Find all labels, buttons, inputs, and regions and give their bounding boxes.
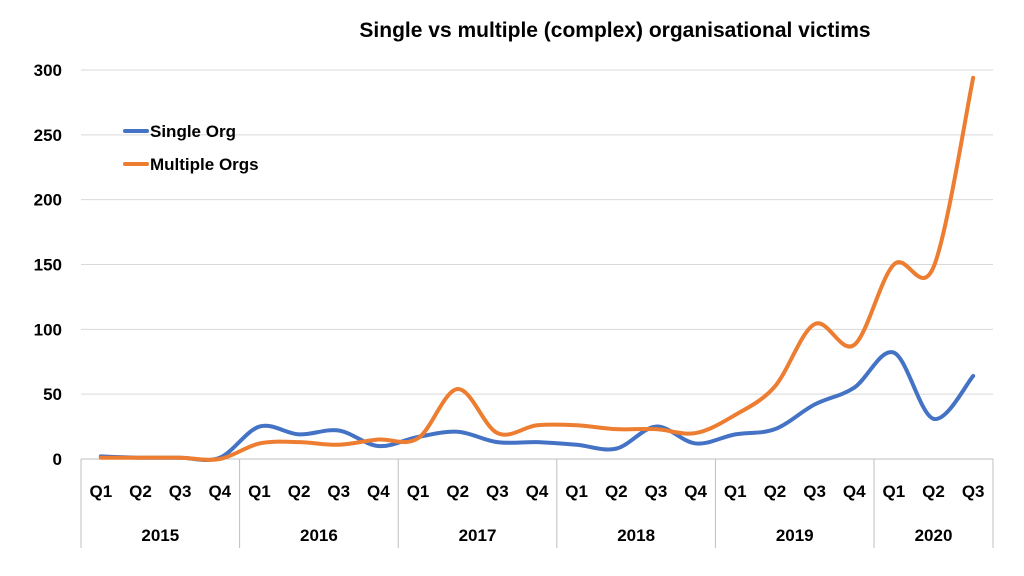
gridlines [81,69,993,460]
series-lines [98,75,976,462]
x-year-label: 2015 [141,526,179,545]
x-tick-label: Q1 [89,482,112,501]
x-tick-label: Q3 [169,482,192,501]
x-tick-label: Q4 [843,482,866,501]
x-tick-label: Q2 [288,482,311,501]
y-tick-label: 100 [34,320,62,339]
x-year-label: 2018 [617,526,655,545]
y-tick-label: 150 [34,256,62,275]
x-tick-label: Q3 [803,482,826,501]
x-tick-label: Q3 [486,482,509,501]
x-tick-label: Q4 [208,482,231,501]
series-line-multiple-orgs [98,75,976,462]
y-tick-label: 200 [34,191,62,210]
x-tick-label: Q1 [407,482,430,501]
x-tick-label: Q1 [248,482,271,501]
x-tick-label: Q1 [883,482,906,501]
legend: Single Org Multiple Orgs [123,122,259,174]
x-year-label: 2016 [300,526,338,545]
y-axis-ticks: 0 50 100 150 200 250 300 [34,61,62,469]
x-year-label: 2017 [459,526,497,545]
x-tick-label: Q2 [605,482,628,501]
x-year-label: 2020 [915,526,953,545]
y-tick-label: 50 [43,385,62,404]
x-tick-label: Q3 [962,482,985,501]
x-tick-label: Q2 [764,482,787,501]
x-tick-label: Q2 [129,482,152,501]
x-tick-label: Q4 [367,482,390,501]
x-tick-label: Q3 [327,482,350,501]
legend-label-multiple-orgs: Multiple Orgs [150,155,259,174]
series-line-single-org [98,350,976,462]
x-year-label: 2019 [776,526,814,545]
x-tick-label: Q4 [526,482,549,501]
x-tick-label: Q1 [565,482,588,501]
x-tick-label: Q4 [684,482,707,501]
y-tick-label: 0 [53,450,62,469]
x-tick-label: Q2 [922,482,945,501]
legend-label-single-org: Single Org [150,122,236,141]
chart-title: Single vs multiple (complex) organisatio… [359,19,870,42]
y-tick-label: 250 [34,126,62,145]
x-axis: Q1 Q2 Q3 Q4 Q1 Q2 Q3 Q4 Q1 Q2 Q3 Q4 Q1 Q2 Q3 Q4 Q1 Q2 Q3 Q4… [80,459,994,548]
x-tick-label: Q1 [724,482,747,501]
y-tick-label: 300 [34,61,62,80]
x-tick-label: Q2 [446,482,469,501]
x-tick-label: Q3 [645,482,668,501]
